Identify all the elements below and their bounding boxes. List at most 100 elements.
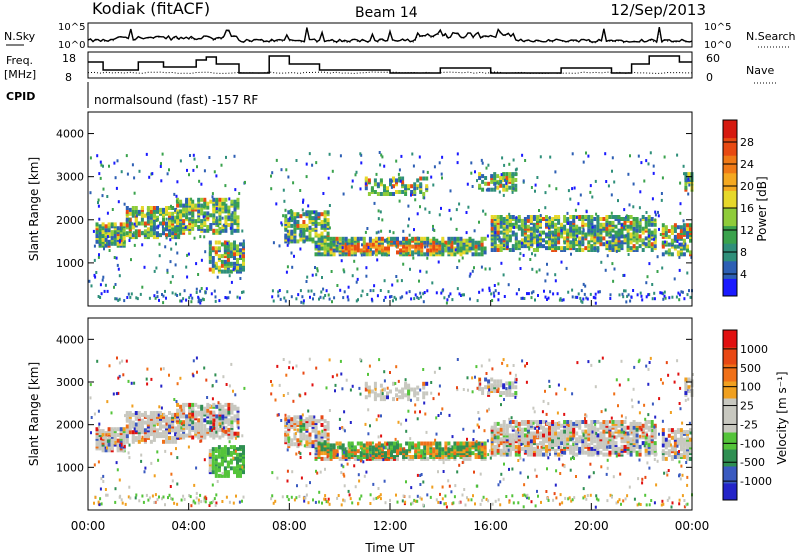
scatter-cell [630, 453, 633, 457]
scatter-cell [363, 241, 366, 245]
scatter-cell [575, 209, 577, 212]
scatter-cell [512, 215, 515, 219]
scatter-cell [557, 432, 560, 436]
scatter-cell [655, 213, 657, 216]
scatter-cell [612, 244, 615, 248]
scatter-cell [132, 206, 135, 210]
scatter-cell [453, 445, 456, 449]
scatter-cell [665, 443, 668, 447]
scatter-cell [401, 279, 403, 282]
scatter-cell [500, 449, 503, 453]
scatter-cell [127, 173, 129, 176]
scatter-cell [493, 383, 496, 387]
scatter-cell [593, 439, 596, 443]
scatter-cell [126, 231, 129, 235]
scatter-cell [227, 470, 230, 474]
scatter-cell [333, 237, 336, 241]
scatter-cell [500, 424, 503, 428]
scatter-cell [665, 225, 668, 229]
scatter-cell [674, 447, 677, 451]
scatter-cell [502, 172, 505, 176]
scatter-cell [648, 235, 650, 238]
scatter-cell [639, 422, 642, 426]
scatter-cell [674, 235, 677, 239]
scatter-cell [205, 291, 207, 294]
scatter-cell [209, 223, 212, 227]
scatter-cell [642, 424, 645, 428]
scatter-cell [636, 428, 639, 432]
scatter-cell [126, 434, 129, 438]
scatter-cell [119, 241, 121, 244]
scatter-cell [134, 223, 136, 226]
scatter-cell [578, 439, 581, 443]
scatter-cell [175, 263, 177, 266]
scatter-cell [432, 453, 435, 457]
scatter-cell [475, 252, 478, 256]
scatter-cell [324, 210, 327, 214]
scatter-cell [444, 248, 447, 252]
scatter-cell [435, 239, 438, 243]
scatter-cell [487, 235, 489, 238]
scatter-cell [102, 475, 104, 478]
scatter-cell [171, 216, 174, 220]
scatter-cell [674, 451, 677, 455]
scatter-cell [392, 397, 395, 401]
scatter-cell [153, 222, 156, 226]
scatter-cell [318, 212, 321, 216]
scatter-cell [475, 245, 478, 249]
scatter-cell [357, 247, 360, 251]
scatter-cell [643, 242, 645, 245]
scatter-cell [100, 477, 102, 480]
scatter-cell [156, 210, 159, 214]
scatter-cell [551, 430, 554, 434]
scatter-cell [234, 229, 237, 233]
scatter-cell [317, 269, 319, 272]
scatter-cell [102, 279, 104, 282]
scatter-cell [188, 173, 190, 176]
scatter-cell [144, 434, 147, 438]
scatter-cell [636, 439, 639, 443]
scatter-cell [302, 423, 305, 427]
scatter-cell [206, 420, 209, 424]
scatter-cell [107, 235, 109, 238]
scatter-cell [548, 184, 550, 187]
scatter-cell [237, 407, 240, 411]
scatter-cell [182, 219, 185, 223]
scatter-cell [662, 432, 665, 436]
nave-label: Nave [746, 64, 774, 77]
scatter-cell [126, 206, 129, 210]
scatter-cell [453, 451, 456, 455]
scatter-cell [551, 238, 554, 242]
scatter-cell [651, 283, 653, 286]
scatter-cell [511, 468, 513, 471]
scatter-cell [549, 225, 551, 228]
scatter-cell [229, 274, 231, 277]
freq-label: Freq. [6, 54, 33, 67]
scatter-cell [519, 252, 521, 255]
scatter-cell [686, 179, 688, 182]
scatter-cell [671, 229, 674, 233]
scatter-cell [134, 244, 136, 247]
scatter-cell [584, 433, 587, 437]
scatter-cell [331, 300, 333, 303]
scatter-cell [230, 424, 233, 428]
scatter-cell [633, 232, 635, 235]
scatter-cell [668, 296, 670, 299]
scatter-cell [536, 270, 538, 273]
scatter-cell [490, 383, 493, 387]
scatter-cell [176, 227, 179, 231]
scatter-cell [171, 227, 174, 231]
scatter-cell [438, 247, 441, 251]
scatter-cell [197, 198, 200, 202]
scatter-cell [422, 391, 425, 395]
scatter-cell [126, 417, 129, 421]
scatter-cell [196, 288, 198, 291]
scatter-cell [674, 223, 677, 227]
scatter-cell [633, 217, 636, 221]
scatter-cell [315, 252, 318, 256]
scatter-cell [648, 229, 651, 233]
scatter-cell [141, 243, 143, 246]
scatter-cell [528, 292, 530, 295]
scatter-cell [356, 171, 358, 174]
scatter-cell [165, 297, 167, 300]
